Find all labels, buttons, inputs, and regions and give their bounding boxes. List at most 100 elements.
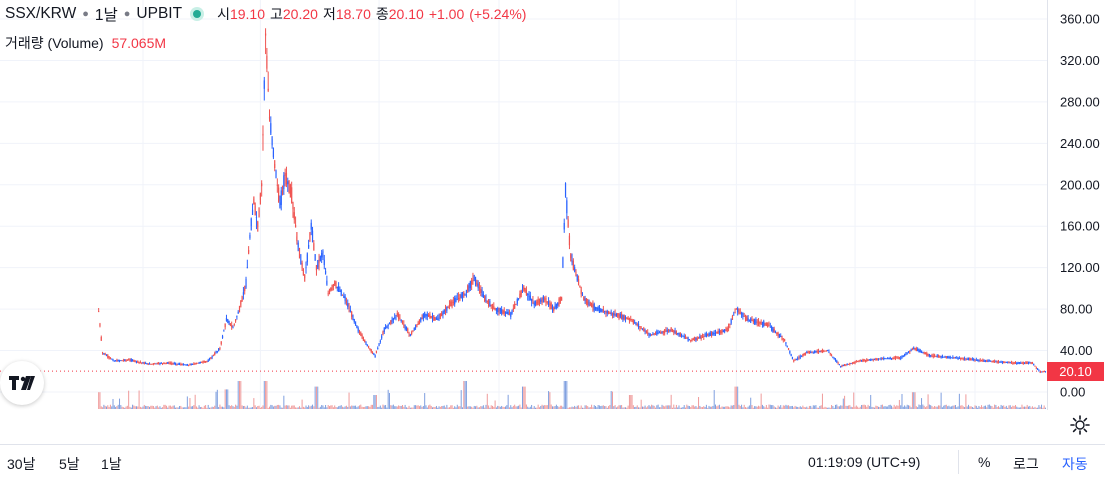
settings-gear-icon[interactable]	[1069, 414, 1091, 436]
candle-body	[613, 313, 615, 316]
volume-bar	[150, 405, 152, 409]
volume-bar	[700, 407, 702, 409]
volume-bar	[246, 405, 248, 409]
candle-body	[747, 318, 749, 321]
candle-body	[1022, 362, 1024, 364]
candle-body	[234, 319, 237, 322]
volume-bar	[223, 407, 225, 409]
chart-pane[interactable]: 360.00 320.00 280.00 240.00 200.00 160.00 120.…	[0, 0, 1105, 410]
price-chart[interactable]: 360.00 320.00 280.00 240.00 200.00 160.00 120.…	[0, 0, 1105, 410]
volume-bar	[301, 399, 303, 409]
interval-label[interactable]: 1날	[94, 7, 118, 24]
candle-body	[501, 308, 503, 314]
candle-body	[641, 328, 644, 330]
candle-body	[529, 295, 531, 301]
volume-bar	[1001, 405, 1003, 409]
candle-body	[761, 321, 764, 325]
volume-bar	[107, 405, 109, 409]
volume-bar	[485, 404, 487, 409]
candle-body	[129, 359, 131, 361]
volume-bar	[971, 407, 973, 409]
volume-bar	[379, 405, 381, 409]
candle-body	[450, 301, 452, 307]
volume-bar	[400, 405, 402, 409]
volume-bar	[711, 406, 713, 409]
volume-bar	[186, 396, 188, 409]
volume-bar	[388, 392, 390, 409]
candle-body	[733, 314, 735, 316]
candle-body	[881, 358, 884, 360]
volume-bar	[948, 405, 950, 409]
volume-bar	[124, 407, 126, 409]
auto-scale-button[interactable]: 자동	[1062, 456, 1088, 472]
candle-body	[557, 302, 559, 306]
volume-bar	[237, 381, 239, 409]
volume-bar	[609, 405, 611, 409]
candle-body	[885, 358, 887, 360]
log-scale-button[interactable]: 로그	[1013, 456, 1039, 472]
candle-body	[536, 299, 538, 306]
candle-body	[182, 363, 185, 366]
volume-bar	[951, 406, 953, 409]
volume-bar	[309, 406, 311, 409]
candle-body	[1007, 361, 1009, 364]
timezone-clock[interactable]: 01:19:09 (UTC+9)	[808, 454, 921, 470]
candle-body	[383, 327, 385, 332]
volume-bar	[1035, 407, 1037, 409]
candle-body	[639, 326, 641, 328]
volume-bar	[154, 407, 156, 409]
candle-body	[368, 345, 370, 349]
range-5d-button[interactable]: 5날	[59, 456, 80, 472]
candle-body	[597, 307, 599, 312]
volume-bar	[318, 407, 320, 409]
candle-body	[267, 88, 269, 91]
volume-bar	[776, 407, 778, 409]
candle-body	[694, 336, 696, 342]
market-open-status-icon[interactable]	[190, 7, 205, 21]
volume-bar	[814, 405, 816, 409]
candle-body	[651, 334, 653, 336]
candle-body	[902, 355, 904, 357]
candle-body	[945, 356, 947, 359]
candle-body	[591, 302, 593, 308]
volume-bar	[1003, 405, 1005, 409]
candle-body	[547, 301, 550, 306]
exchange-label[interactable]: UPBIT	[136, 5, 183, 22]
volume-bar	[418, 406, 420, 409]
candle-body	[678, 332, 680, 336]
volume-bar	[342, 406, 344, 409]
volume-bar	[422, 406, 424, 409]
volume-bar	[165, 405, 167, 409]
tradingview-logo-icon[interactable]	[0, 361, 44, 405]
volume-bar	[282, 407, 284, 409]
candle-body	[898, 356, 900, 359]
volume-bar	[475, 406, 477, 409]
symbol-name[interactable]: SSX/KRW	[5, 5, 77, 22]
candle-body	[846, 363, 848, 366]
percent-scale-button[interactable]: %	[978, 454, 991, 470]
candle-body	[575, 271, 577, 277]
volume-bar	[121, 406, 123, 409]
candle-body	[687, 336, 689, 341]
volume-bar	[944, 404, 946, 409]
candle-body	[553, 307, 555, 311]
volume-bar	[559, 405, 561, 409]
range-30d-button[interactable]: 30날	[7, 456, 36, 472]
candle-body	[816, 350, 818, 353]
candle-body	[1013, 362, 1015, 364]
volume-bar	[404, 404, 406, 409]
range-1d-button[interactable]: 1날	[101, 456, 122, 472]
volume-bar	[785, 404, 787, 409]
candle-body	[379, 340, 381, 342]
volume-bar	[662, 405, 664, 409]
volume-bar	[618, 405, 620, 409]
volume-label[interactable]: 거래량 (Volume)	[5, 35, 104, 51]
volume-bar	[551, 406, 553, 409]
volume-bar	[984, 405, 986, 409]
candle-body	[503, 310, 505, 314]
candle-body	[331, 284, 333, 291]
candle-body	[137, 360, 139, 363]
volume-bar	[525, 404, 527, 409]
candle-body	[724, 329, 726, 332]
volume-bar	[581, 407, 583, 409]
